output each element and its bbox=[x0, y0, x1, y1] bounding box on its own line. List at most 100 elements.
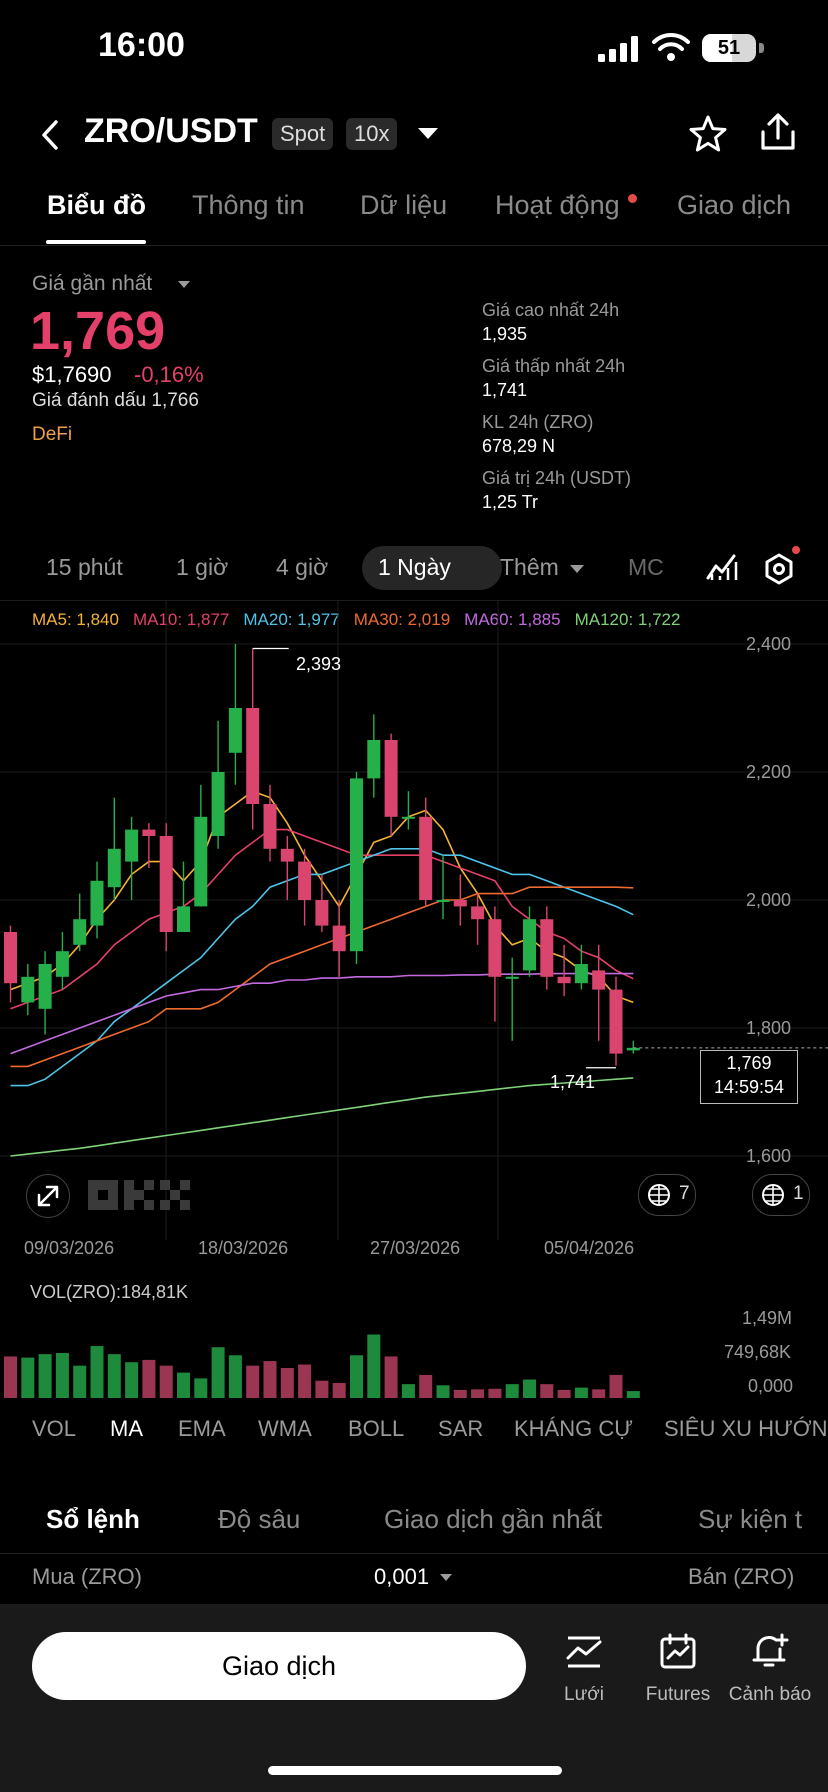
interval-1d[interactable]: 1 Ngày bbox=[378, 554, 451, 580]
low-price-label: 1,741 bbox=[550, 1072, 596, 1092]
star-icon[interactable] bbox=[688, 114, 728, 154]
candle-body bbox=[505, 976, 519, 979]
candle-body bbox=[90, 880, 104, 926]
volume-bar bbox=[350, 1355, 363, 1398]
battery-icon: 51 bbox=[702, 34, 766, 64]
indicator-supertrend[interactable]: SIÊU XU HƯỚNG bbox=[664, 1416, 828, 1441]
volume-bar bbox=[263, 1361, 277, 1398]
tab-events[interactable]: Sự kiện t bbox=[698, 1504, 803, 1534]
home-indicator bbox=[268, 1766, 562, 1775]
ma5-label: MA5: 1,840 bbox=[32, 610, 119, 629]
stat-high-label: Giá cao nhất 24h bbox=[482, 300, 620, 320]
tab-depth[interactable]: Độ sâu bbox=[218, 1504, 301, 1534]
indicator-resistance[interactable]: KHÁNG CỰ bbox=[514, 1416, 634, 1441]
event-badge-left[interactable]: 7 bbox=[638, 1174, 696, 1216]
candle-body bbox=[419, 816, 433, 900]
category-tag[interactable]: DeFi bbox=[32, 424, 73, 445]
interval-15m[interactable]: 15 phút bbox=[46, 554, 123, 580]
volume-bar bbox=[505, 1384, 519, 1398]
trade-button[interactable]: Giao dịch bbox=[32, 1632, 526, 1700]
candle-body bbox=[471, 906, 485, 920]
tab-orderbook[interactable]: Sổ lệnh bbox=[46, 1504, 140, 1534]
tab-info[interactable]: Thông tin bbox=[192, 190, 305, 220]
indicator-icon[interactable] bbox=[706, 552, 738, 582]
futures-icon bbox=[660, 1633, 696, 1669]
vol-tick-label: 1,49M bbox=[742, 1308, 793, 1328]
candle-body bbox=[107, 848, 121, 888]
tick-size-select[interactable]: 0,001 bbox=[374, 1564, 430, 1589]
volume-bar bbox=[557, 1389, 571, 1398]
interval-1h[interactable]: 1 giờ bbox=[176, 554, 229, 580]
market-type-badge: Spot bbox=[272, 118, 334, 150]
candle-body bbox=[436, 900, 450, 902]
chart-settings-icon[interactable] bbox=[762, 552, 796, 586]
stat-volume-label: KL 24h (ZRO) bbox=[482, 412, 594, 432]
candle-body bbox=[55, 951, 69, 977]
tab-recent-trades[interactable]: Giao dịch gần nhất bbox=[384, 1504, 603, 1534]
expand-icon[interactable] bbox=[26, 1174, 70, 1218]
candle-body bbox=[228, 708, 242, 753]
candle-body bbox=[540, 919, 554, 977]
indicator-boll[interactable]: BOLL bbox=[348, 1416, 405, 1441]
chevron-down-icon[interactable] bbox=[178, 281, 190, 288]
indicator-ema[interactable]: EMA bbox=[178, 1416, 226, 1441]
ma-line-ma60 bbox=[10, 972, 634, 1055]
volume-chart[interactable] bbox=[0, 1270, 828, 1402]
ma30-label: MA30: 2,019 bbox=[353, 610, 451, 629]
wifi-icon bbox=[652, 32, 690, 61]
volume-bar bbox=[626, 1391, 640, 1398]
futures-button[interactable]: Futures bbox=[628, 1630, 728, 1710]
volume-bar bbox=[280, 1367, 294, 1398]
tab-activity[interactable]: Hoạt động bbox=[495, 190, 620, 220]
candle-body bbox=[142, 829, 156, 836]
candle-body bbox=[609, 989, 623, 1054]
volume-bar bbox=[540, 1384, 554, 1398]
event-count: 7 bbox=[679, 1183, 690, 1204]
x-tick-label: 18/03/2026 bbox=[198, 1238, 289, 1258]
candle-body bbox=[211, 772, 225, 836]
candle-body bbox=[298, 861, 312, 900]
event-badge-right[interactable]: 1 bbox=[752, 1174, 810, 1216]
volume-bar bbox=[298, 1364, 312, 1398]
more-dropdown-icon[interactable] bbox=[570, 565, 584, 573]
settings-notification-dot bbox=[792, 546, 800, 554]
bell-plus-icon bbox=[752, 1633, 789, 1667]
grid-button[interactable]: Lưới bbox=[534, 1630, 634, 1710]
interval-mc[interactable]: MC bbox=[628, 554, 664, 580]
volume-bar bbox=[488, 1388, 502, 1398]
y-tick-label: 1,600 bbox=[746, 1146, 792, 1166]
indicator-sar[interactable]: SAR bbox=[438, 1416, 484, 1441]
ma20-label: MA20: 1,977 bbox=[243, 610, 340, 629]
divider bbox=[0, 600, 828, 601]
tab-data[interactable]: Dữ liệu bbox=[360, 190, 448, 220]
back-icon[interactable] bbox=[36, 118, 64, 152]
tab-trade[interactable]: Giao dịch bbox=[677, 190, 792, 220]
candlestick-chart[interactable] bbox=[0, 600, 828, 1240]
main-tabs: Biểu đồ Thông tin Dữ liệu Hoạt động Giao… bbox=[0, 190, 828, 242]
last-price-label[interactable]: Giá gần nhất bbox=[32, 272, 153, 295]
indicator-wma[interactable]: WMA bbox=[258, 1416, 312, 1441]
globe-icon bbox=[648, 1184, 670, 1206]
volume-bar bbox=[436, 1385, 450, 1398]
interval-more[interactable]: Thêm bbox=[500, 554, 559, 580]
pair-dropdown-icon[interactable] bbox=[418, 128, 438, 139]
tab-chart[interactable]: Biểu đồ bbox=[47, 190, 146, 220]
ma120-label: MA120: 1,722 bbox=[574, 610, 681, 629]
alert-button[interactable]: Cảnh báo bbox=[720, 1630, 820, 1710]
pair-title[interactable]: ZRO/USDT bbox=[84, 112, 258, 150]
volume-bar bbox=[246, 1365, 260, 1398]
interval-4h[interactable]: 4 giờ bbox=[276, 554, 329, 580]
chevron-down-icon[interactable] bbox=[440, 1574, 452, 1581]
signal-icon bbox=[598, 36, 638, 62]
share-icon[interactable] bbox=[758, 112, 798, 152]
vol-tick-label: 0,000 bbox=[748, 1376, 794, 1396]
volume-bar bbox=[159, 1365, 173, 1398]
volume-bar bbox=[453, 1389, 467, 1398]
indicator-ma[interactable]: MA bbox=[110, 1416, 143, 1441]
indicator-vol[interactable]: VOL bbox=[32, 1416, 77, 1441]
volume-bar bbox=[332, 1382, 346, 1398]
candle-body bbox=[592, 970, 606, 990]
sell-column-label: Bán (ZRO) bbox=[688, 1564, 795, 1589]
candle-body bbox=[125, 829, 139, 862]
mark-price: Giá đánh dấu 1,766 bbox=[32, 390, 199, 411]
